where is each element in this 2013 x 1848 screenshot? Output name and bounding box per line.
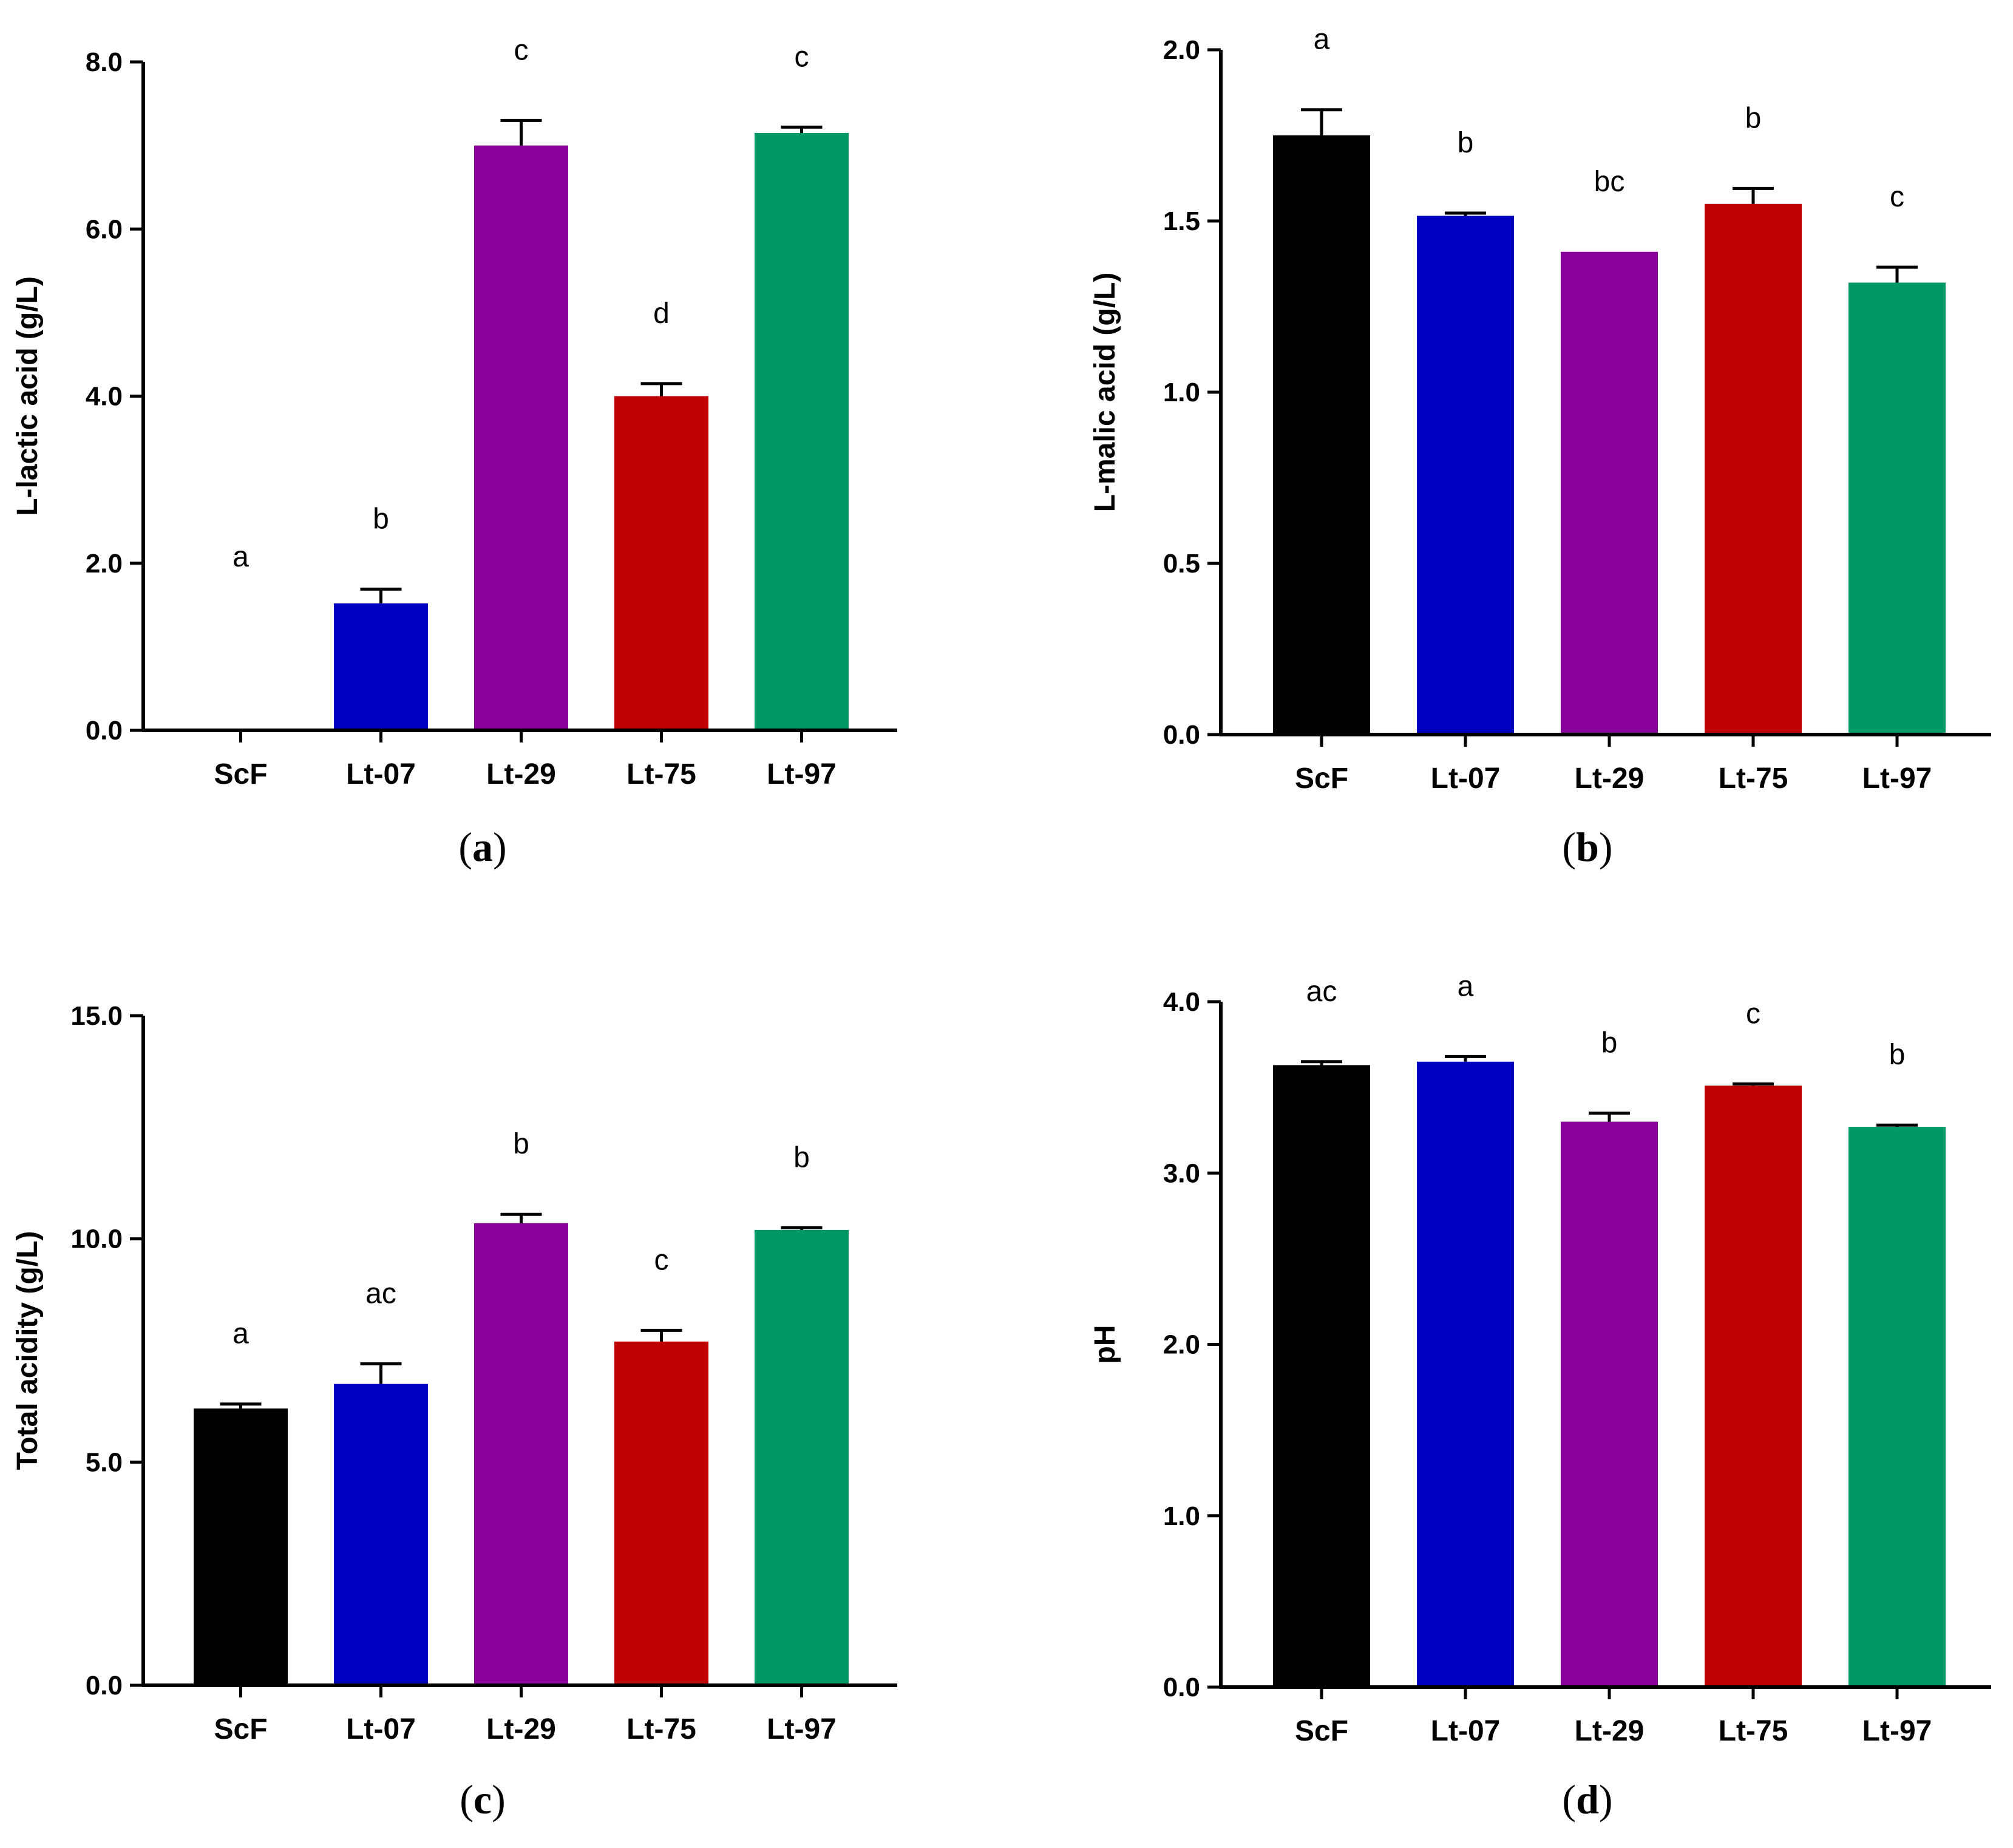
category-label: Lt-97 bbox=[1862, 763, 1932, 795]
y-tick-label: 0.0 bbox=[1163, 1673, 1200, 1702]
category-label: ScF bbox=[214, 758, 267, 790]
significance-letter: b bbox=[1601, 1027, 1618, 1059]
category-label: Lt-97 bbox=[1862, 1715, 1932, 1747]
caption-letter: b bbox=[1576, 824, 1599, 870]
caption-letter: a bbox=[472, 824, 493, 870]
bar bbox=[474, 145, 568, 730]
y-axis-title: pH bbox=[1089, 1325, 1121, 1364]
category-label: Lt-29 bbox=[486, 758, 556, 790]
category-label: Lt-29 bbox=[1575, 763, 1645, 795]
y-tick-label: 4.0 bbox=[1163, 987, 1200, 1017]
y-tick-label: 0.0 bbox=[86, 716, 123, 746]
significance-letter: c bbox=[795, 41, 809, 73]
y-tick-label: 0.0 bbox=[86, 1671, 123, 1700]
bar bbox=[755, 132, 849, 730]
bar bbox=[1273, 1065, 1370, 1687]
y-tick-label: 2.0 bbox=[86, 549, 123, 579]
category-label: Lt-75 bbox=[626, 1713, 696, 1745]
category-label: ScF bbox=[214, 1713, 267, 1745]
significance-letter: b bbox=[1458, 127, 1474, 159]
significance-letter: b bbox=[513, 1128, 529, 1160]
bar bbox=[755, 1229, 849, 1685]
caption-letter: d bbox=[1576, 1776, 1599, 1823]
category-label: Lt-07 bbox=[1431, 763, 1501, 795]
y-axis-title: Total acidity (g/L) bbox=[12, 1231, 44, 1470]
significance-letter: a bbox=[233, 541, 249, 573]
category-label: ScF bbox=[1295, 1715, 1348, 1747]
category-label: Lt-75 bbox=[626, 758, 696, 790]
significance-letter: d bbox=[653, 297, 670, 330]
significance-letter: a bbox=[1458, 970, 1474, 1002]
bar bbox=[1561, 1121, 1658, 1687]
bar bbox=[334, 603, 428, 730]
bar bbox=[1417, 216, 1514, 735]
significance-letter: bc bbox=[1594, 166, 1625, 198]
bar bbox=[474, 1223, 568, 1685]
y-axis-title: L-malic acid (g/L) bbox=[1089, 273, 1121, 512]
y-tick-label: 15.0 bbox=[70, 1001, 123, 1031]
category-label: Lt-07 bbox=[346, 1713, 416, 1745]
bar bbox=[334, 1384, 428, 1685]
category-label: Lt-07 bbox=[346, 758, 416, 790]
panel-caption-b: (b) bbox=[1562, 824, 1613, 870]
significance-letter: b bbox=[793, 1141, 810, 1174]
panel-caption-c: (c) bbox=[460, 1776, 506, 1823]
significance-letter: b bbox=[373, 503, 389, 535]
bar bbox=[1848, 1127, 1946, 1687]
bar bbox=[614, 396, 708, 730]
category-label: Lt-97 bbox=[767, 1713, 837, 1745]
y-tick-label: 2.0 bbox=[1163, 1330, 1200, 1360]
y-tick-label: 0.0 bbox=[1163, 720, 1200, 750]
y-axis-title: L-lactic acid (g/L) bbox=[12, 276, 44, 516]
y-tick-label: 2.0 bbox=[1163, 35, 1200, 65]
y-tick-label: 10.0 bbox=[70, 1225, 123, 1254]
y-tick-label: 3.0 bbox=[1163, 1158, 1200, 1188]
category-label: ScF bbox=[1295, 763, 1348, 795]
significance-letter: ac bbox=[1306, 976, 1337, 1008]
y-tick-label: 0.5 bbox=[1163, 549, 1200, 579]
bar bbox=[1848, 282, 1946, 735]
panel-caption-a: (a) bbox=[458, 824, 507, 870]
significance-letter: a bbox=[1314, 24, 1330, 56]
bar bbox=[1273, 135, 1370, 735]
y-tick-label: 6.0 bbox=[86, 214, 123, 244]
significance-letter: c bbox=[654, 1244, 669, 1276]
bar bbox=[1705, 1085, 1802, 1687]
category-label: Lt-97 bbox=[767, 758, 837, 790]
bar bbox=[614, 1341, 708, 1685]
significance-letter: c bbox=[1746, 997, 1760, 1030]
bar bbox=[1417, 1061, 1514, 1687]
panel-caption-d: (d) bbox=[1562, 1776, 1613, 1823]
significance-letter: c bbox=[514, 34, 529, 66]
significance-letter: a bbox=[233, 1318, 249, 1350]
significance-letter: b bbox=[1745, 102, 1762, 134]
significance-letter: b bbox=[1889, 1039, 1906, 1071]
bar bbox=[1561, 251, 1658, 735]
y-tick-label: 1.5 bbox=[1163, 206, 1200, 236]
y-tick-label: 4.0 bbox=[86, 382, 123, 412]
bar bbox=[1705, 203, 1802, 735]
y-tick-label: 8.0 bbox=[86, 47, 123, 77]
category-label: Lt-07 bbox=[1431, 1715, 1501, 1747]
significance-letter: ac bbox=[365, 1278, 396, 1310]
y-tick-label: 1.0 bbox=[1163, 1501, 1200, 1531]
category-label: Lt-29 bbox=[486, 1713, 556, 1745]
bar bbox=[194, 1408, 288, 1685]
category-label: Lt-29 bbox=[1575, 1715, 1645, 1747]
y-tick-label: 1.0 bbox=[1163, 378, 1200, 407]
significance-letter: c bbox=[1890, 181, 1904, 213]
caption-letter: c bbox=[473, 1776, 492, 1823]
y-tick-label: 5.0 bbox=[86, 1447, 123, 1477]
category-label: Lt-75 bbox=[1719, 1715, 1788, 1747]
category-label: Lt-75 bbox=[1719, 763, 1788, 795]
